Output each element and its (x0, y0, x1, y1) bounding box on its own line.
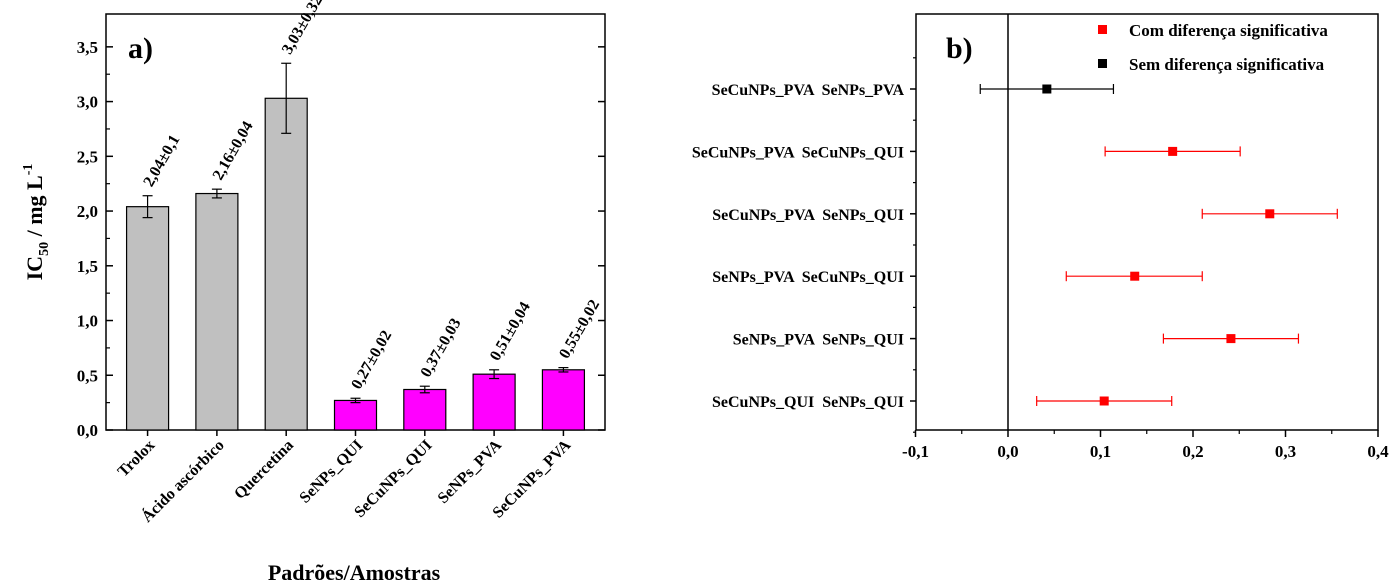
x-tick-label: 0,1 (1090, 442, 1111, 461)
x-axis-ticks: -0,1 0,0 0,1 0,2 0,3 0,4 (902, 430, 1389, 461)
x-tick-label: -0,1 (902, 442, 929, 461)
bar (541, 369, 586, 431)
bars (125, 97, 586, 436)
y-tick-label: 2,0 (77, 202, 98, 221)
interval-marker (1042, 84, 1052, 94)
y-axis-ticks (910, 57, 916, 433)
interval-rows (979, 84, 1338, 406)
category-label: SeNPs_QUI (296, 437, 366, 507)
bar-value-label: 0,27±0,02 (348, 328, 395, 393)
panel-b-label: b) (946, 32, 973, 65)
bar-value-label: 0,51±0,04 (487, 299, 534, 364)
plot-frame-a (105, 13, 606, 431)
bar-value-label: 0,55±0,02 (556, 297, 603, 362)
interval-plot-panel: -0,1 0,0 0,1 0,2 0,3 0,4 SeCuNPs_PVA SeNPs_PV… (692, 13, 1389, 461)
comparison-label: SeCuNPs_PVA SeCuNPs_QUI (692, 144, 904, 161)
bar-chart-panel: 0,0 0,5 1,0 1,5 2,0 2,5 3,0 3,5 2,04±0,1 2,16±0,… (21, 0, 606, 585)
x-tick-label: 0,0 (997, 442, 1018, 461)
category-label: Trolox (115, 437, 159, 481)
x-tick-label: 0,2 (1182, 442, 1203, 461)
interval-marker (1226, 334, 1236, 344)
comparison-label: SeCuNPs_PVA SeNPs_PVA (712, 82, 905, 99)
legend: Com diferença significativa Sem diferenç… (1098, 21, 1328, 74)
error-bars (142, 62, 569, 404)
y-tick-label: 0,5 (77, 366, 98, 385)
plot-frame-b (915, 13, 1379, 431)
y-tick-label: 1,5 (77, 257, 98, 276)
legend-label-not-significant: Sem diferença significativa (1129, 55, 1325, 74)
comparison-label: SeCuNPs_PVA SeNPs_QUI (712, 207, 904, 224)
bar (333, 399, 378, 431)
comparison-labels: SeCuNPs_PVA SeNPs_PVA SeCuNPs_PVA SeCuNPs… (692, 82, 905, 411)
y-tick-label: 3,5 (77, 38, 98, 57)
x-tick-label: 0,4 (1367, 442, 1389, 461)
bar-value-label: 2,04±0,1 (140, 132, 183, 190)
bar (195, 192, 239, 431)
interval-marker (1168, 146, 1178, 156)
x-tick-label: 0,3 (1275, 442, 1296, 461)
legend-label-significant: Com diferença significativa (1129, 21, 1328, 40)
y-axis-title: IC50 / mg L-1 (21, 164, 52, 281)
legend-swatch-significant (1098, 25, 1107, 34)
interval-marker (1130, 271, 1140, 281)
comparison-label: SeNPs_PVA SeCuNPs_QUI (712, 269, 904, 286)
bar (264, 97, 308, 431)
interval-marker (1099, 396, 1109, 406)
comparison-label: SeCuNPs_QUI SeNPs_QUI (712, 394, 904, 411)
y-axis-ticks: 0,0 0,5 1,0 1,5 2,0 2,5 3,0 3,5 (77, 38, 605, 440)
x-axis-title: Padrões/Amostras (268, 560, 441, 585)
interval-marker (1265, 209, 1275, 219)
comparison-label: SeNPs_PVA SeNPs_QUI (733, 332, 904, 349)
y-tick-label: 2,5 (77, 147, 98, 166)
legend-swatch-not-significant (1098, 59, 1107, 68)
bar-value-label: 0,37±0,03 (418, 316, 465, 381)
category-label: SeNPs_PVA (435, 436, 506, 507)
bar-value-label: 2,16±0,04 (210, 119, 257, 184)
bar (403, 388, 447, 431)
bar (125, 206, 170, 431)
category-label: Quercetina (231, 437, 297, 503)
y-tick-label: 3,0 (77, 93, 98, 112)
panel-a-label: a) (128, 32, 153, 65)
bar-value-label: 3,03±0,32 (279, 0, 326, 57)
y-tick-label: 0,0 (77, 421, 98, 440)
bar (472, 373, 516, 431)
y-tick-label: 1,0 (77, 312, 98, 331)
